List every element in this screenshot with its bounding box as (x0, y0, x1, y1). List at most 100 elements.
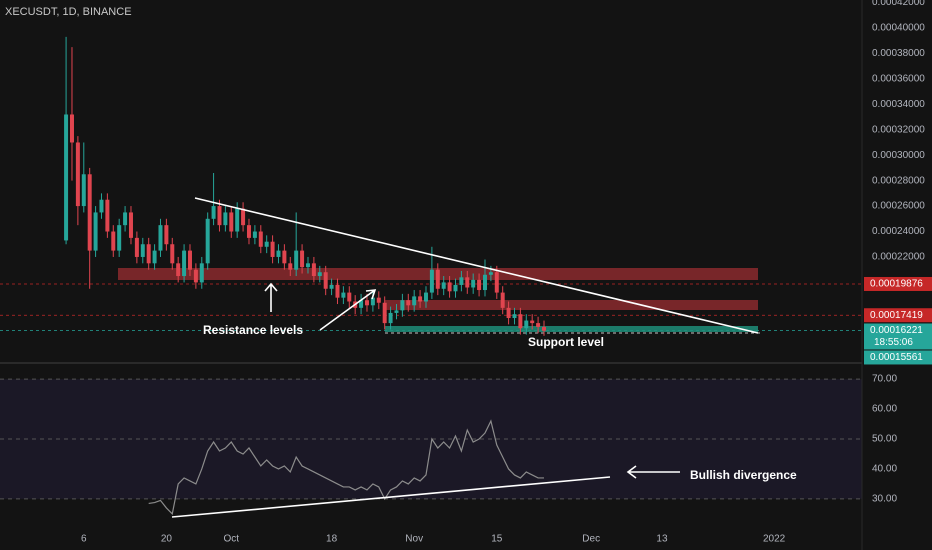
candle-body (524, 320, 529, 329)
candle-body (406, 300, 411, 306)
y-tick-label: 0.00038000 (872, 48, 925, 59)
candle-body (477, 279, 482, 291)
y-tick-label: 0.00034000 (872, 99, 925, 110)
y-tick-label: 0.00040000 (872, 23, 925, 34)
candle-body (494, 272, 499, 293)
price-label: 0.00016221 (870, 325, 923, 336)
marks (64, 36, 546, 516)
candle-body (105, 199, 110, 232)
price-label-box (864, 308, 932, 323)
candle-body (441, 282, 446, 289)
candle-body (536, 323, 541, 327)
candle-body (99, 199, 104, 213)
candle-body (264, 241, 269, 247)
price-label-box (864, 350, 932, 365)
candle-body (87, 174, 92, 251)
candle-body (158, 225, 163, 251)
rsi-line (148, 419, 544, 516)
candle-body (140, 244, 145, 257)
candle-body (300, 250, 305, 268)
candle-body (447, 282, 452, 292)
arrow (264, 282, 278, 312)
trend-line (194, 197, 759, 334)
candle-body (370, 297, 375, 306)
candle-body (311, 263, 316, 277)
candle-body (241, 208, 246, 226)
candle-body (429, 269, 434, 293)
y-tick-label: 30.00 (872, 494, 897, 505)
annotation: Bullish divergence (690, 468, 797, 482)
candle-body (199, 263, 204, 283)
price-label: 0.00015561 (870, 352, 923, 363)
x-tick-label: Oct (224, 534, 240, 545)
candle-body (471, 279, 476, 288)
y-tick-label: 0.00022000 (872, 252, 925, 263)
candle-body (152, 250, 157, 264)
candle-body (252, 231, 257, 238)
candle-body (423, 292, 428, 302)
y-tick-label: 60.00 (872, 404, 897, 415)
axis-labels: 6 20 Oct 18 Nov 15 Dec 13 2022 0.00022000 0.000240… (81, 0, 932, 545)
candle-body (111, 231, 116, 251)
candle-body (323, 272, 328, 289)
y-tick-label: 0.00036000 (872, 74, 925, 85)
candle-body (123, 212, 128, 226)
annotation: Resistance levels (203, 323, 303, 337)
candle-body (146, 244, 151, 264)
y-tick-label: 50.00 (872, 434, 897, 445)
candle-body (75, 142, 80, 207)
rsi-band (0, 379, 862, 499)
candle-body (488, 272, 493, 275)
candle-body (294, 250, 299, 270)
candle-body (64, 114, 69, 241)
candle-body (364, 300, 369, 306)
arrow (319, 289, 377, 331)
candle-body (258, 231, 263, 247)
x-tick-label: Dec (582, 534, 600, 545)
candle-body (453, 284, 458, 292)
price-label: 0.00019876 (870, 279, 923, 290)
y-tick-label: 0.00032000 (872, 124, 925, 135)
candle-body (229, 212, 234, 232)
candle-body (276, 250, 281, 257)
candle-body (388, 312, 393, 324)
y-tick-label: 0.00030000 (872, 150, 925, 161)
candle-body (530, 320, 535, 324)
x-tick-label: 6 (81, 534, 87, 545)
candle-body (282, 250, 287, 264)
x-tick-label: 2022 (763, 534, 786, 545)
y-tick-label: 40.00 (872, 464, 897, 475)
candle-body (359, 300, 364, 308)
x-tick-label: Nov (405, 534, 423, 545)
candle-body (81, 174, 86, 207)
candle-body (418, 296, 423, 302)
candle-body (187, 250, 192, 270)
y-tick-label: 70.00 (872, 374, 897, 385)
candle-body (382, 302, 387, 324)
candle-body (128, 212, 133, 238)
resistance-zone (385, 300, 758, 310)
candle-body (246, 225, 251, 238)
y-tick-label: 0.00024000 (872, 226, 925, 237)
candle-body (117, 225, 122, 251)
candle-body (270, 241, 275, 257)
price-label-box (864, 323, 932, 350)
candle-body (335, 284, 340, 298)
candle-body (394, 310, 399, 313)
candle-body (482, 274, 487, 291)
arrow (626, 465, 680, 479)
candle-body (288, 263, 293, 270)
x-tick-label: 20 (161, 534, 173, 545)
chart-title: XECUSDT, 1D, BINANCE (5, 6, 132, 18)
candle-body (412, 296, 417, 306)
candle-body (134, 237, 139, 257)
candle-body (435, 269, 440, 289)
candle-body (465, 277, 470, 288)
price-label-box (864, 276, 932, 291)
candle-body (211, 206, 216, 219)
grid (0, 283, 862, 500)
candle-body (217, 206, 222, 226)
candle-body (235, 208, 240, 232)
